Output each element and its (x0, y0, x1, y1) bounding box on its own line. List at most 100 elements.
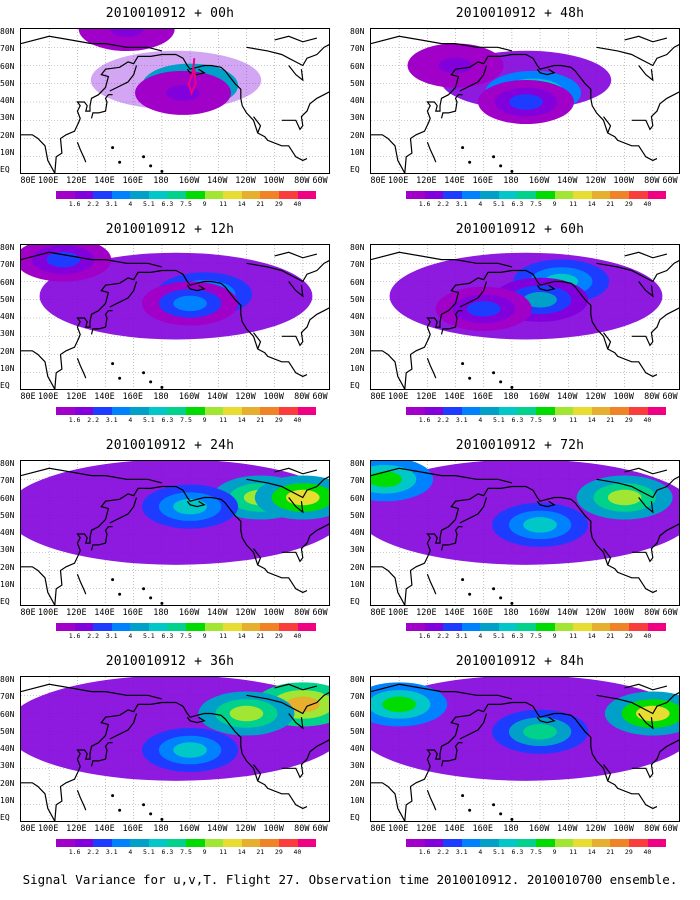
colorbar-swatch (93, 191, 112, 199)
colorbar-level-label: 40 (643, 632, 652, 640)
map-panel: 2010010912 + 84h 80N 70N 60N 50N 40N 30N 20N 10N… (350, 648, 690, 860)
coastline (21, 134, 56, 173)
variance-map (371, 677, 679, 821)
latitude-tick-label: 20N (0, 562, 15, 572)
colorbar (56, 623, 317, 631)
island (499, 596, 503, 600)
colorbar-level-label: 1.6 (68, 416, 81, 424)
latitude-tick-label: 50N (350, 78, 365, 88)
coastline (624, 251, 668, 259)
latitude-tick-label: 30N (0, 113, 15, 123)
colorbar-level-label: 7.5 (180, 848, 192, 856)
colorbar-swatch (591, 839, 611, 847)
colorbar-swatch (628, 407, 648, 415)
coastline (281, 523, 329, 563)
latitude-tick-label: EQ (350, 165, 360, 174)
coastline (440, 310, 463, 335)
latitude-tick-label: EQ (350, 381, 360, 390)
colorbar-swatch (647, 407, 667, 415)
longitude-tick-label: 140W (557, 608, 578, 618)
longitude-axis: 80E 100E 120E 140E 160E 180 160W 140W 120W 100W 80… (370, 608, 680, 620)
longitude-tick-label: 80W (644, 176, 660, 186)
colorbar-level-label: 21 (256, 200, 265, 208)
colorbar-level-label: 29 (274, 632, 283, 640)
latitude-tick-label: 10N (350, 579, 365, 589)
variance-contour (382, 696, 416, 713)
colorbar-level-label: 6.3 (161, 632, 174, 640)
latitude-tick-label: EQ (350, 597, 360, 606)
colorbar-swatch (186, 839, 205, 847)
coastline (603, 332, 612, 350)
longitude-tick-label: 140W (207, 392, 228, 402)
longitude-tick-label: 80W (294, 608, 310, 618)
colorbar-swatch (93, 407, 112, 415)
latitude-tick-label: 60N (350, 709, 365, 719)
colorbar-swatch (536, 191, 555, 199)
longitude-tick-label: 100W (263, 176, 284, 186)
colorbar-level-label: 40 (643, 416, 652, 424)
coastline (54, 269, 176, 389)
longitude-tick-label: 140E (94, 608, 115, 618)
coastline (90, 526, 113, 551)
colorbar-swatch (223, 191, 242, 199)
latitude-axis: 80N 70N 60N 50N 40N 30N 20N 10N EQ (0, 460, 22, 606)
coastline (631, 523, 679, 563)
colorbar-labels: 1.6 2.2 3.1 4 5.1 6.3 7.5 9 11 14 21 29 40 (406, 632, 666, 642)
colorbar (406, 407, 667, 415)
latitude-axis: 80N 70N 60N 50N 40N 30N 20N 10N EQ (0, 28, 22, 174)
latitude-tick-label: 40N (0, 528, 15, 537)
colorbar-level-label: 5.1 (492, 200, 505, 208)
colorbar-swatch (424, 623, 444, 631)
coastline (536, 500, 556, 508)
colorbar-swatch (573, 839, 592, 847)
longitude-tick-label: 60W (312, 392, 328, 402)
longitude-tick-label: 120E (66, 392, 87, 402)
colorbar-level-label: 6.3 (511, 416, 524, 424)
colorbar-swatch (536, 623, 555, 631)
colorbar-level-label: 11 (219, 848, 228, 856)
colorbar-level-label: 2.2 (87, 848, 100, 856)
coastline (596, 691, 679, 715)
latitude-tick-label: 40N (350, 744, 365, 753)
colorbar-swatch (554, 839, 574, 847)
longitude-tick-label: 60W (662, 176, 678, 186)
colorbar-swatch (480, 623, 499, 631)
island (499, 164, 503, 168)
longitude-tick-label: 100E (387, 608, 409, 618)
colorbar-swatch (536, 839, 555, 847)
colorbar-swatch (223, 623, 242, 631)
colorbar-swatch (536, 407, 555, 415)
latitude-tick-label: 10N (0, 579, 15, 589)
colorbar-swatch (130, 191, 149, 199)
colorbar-level-label: 29 (274, 416, 283, 424)
colorbar-swatch (480, 191, 499, 199)
variance-contour (523, 292, 557, 308)
colorbar-level-label: 6.3 (161, 416, 174, 424)
longitude-tick-label: 140W (557, 824, 578, 834)
latitude-tick-label: 10N (0, 147, 15, 157)
coastline (603, 548, 612, 566)
latitude-axis: 80N 70N 60N 50N 40N 30N 20N 10N EQ (0, 676, 22, 822)
panel-title: 2010010912 + 00h (105, 6, 235, 21)
colorbar-swatch (517, 407, 537, 415)
colorbar-swatch (186, 191, 205, 199)
island (461, 362, 465, 366)
longitude-tick-label: 140W (207, 608, 228, 618)
colorbar-swatch (56, 623, 75, 631)
longitude-tick-label: 160W (528, 608, 550, 618)
colorbar-level-label: 40 (293, 416, 302, 424)
longitude-tick-label: 80W (294, 176, 310, 186)
longitude-tick-label: 140W (557, 176, 578, 186)
colorbar-level-label: 7.5 (180, 632, 192, 640)
latitude-tick-label: EQ (0, 597, 10, 606)
variance-contour (109, 29, 144, 37)
colorbar-swatch (278, 623, 298, 631)
latitude-tick-label: 40N (0, 312, 15, 321)
coastline (525, 485, 658, 594)
variance-contour (173, 498, 207, 515)
longitude-tick-label: 60W (662, 392, 678, 402)
latitude-tick-label: 80N (0, 675, 15, 684)
latitude-tick-label: 30N (0, 761, 15, 771)
longitude-tick-label: 100E (37, 824, 59, 834)
colorbar-level-label: 4 (128, 416, 133, 424)
